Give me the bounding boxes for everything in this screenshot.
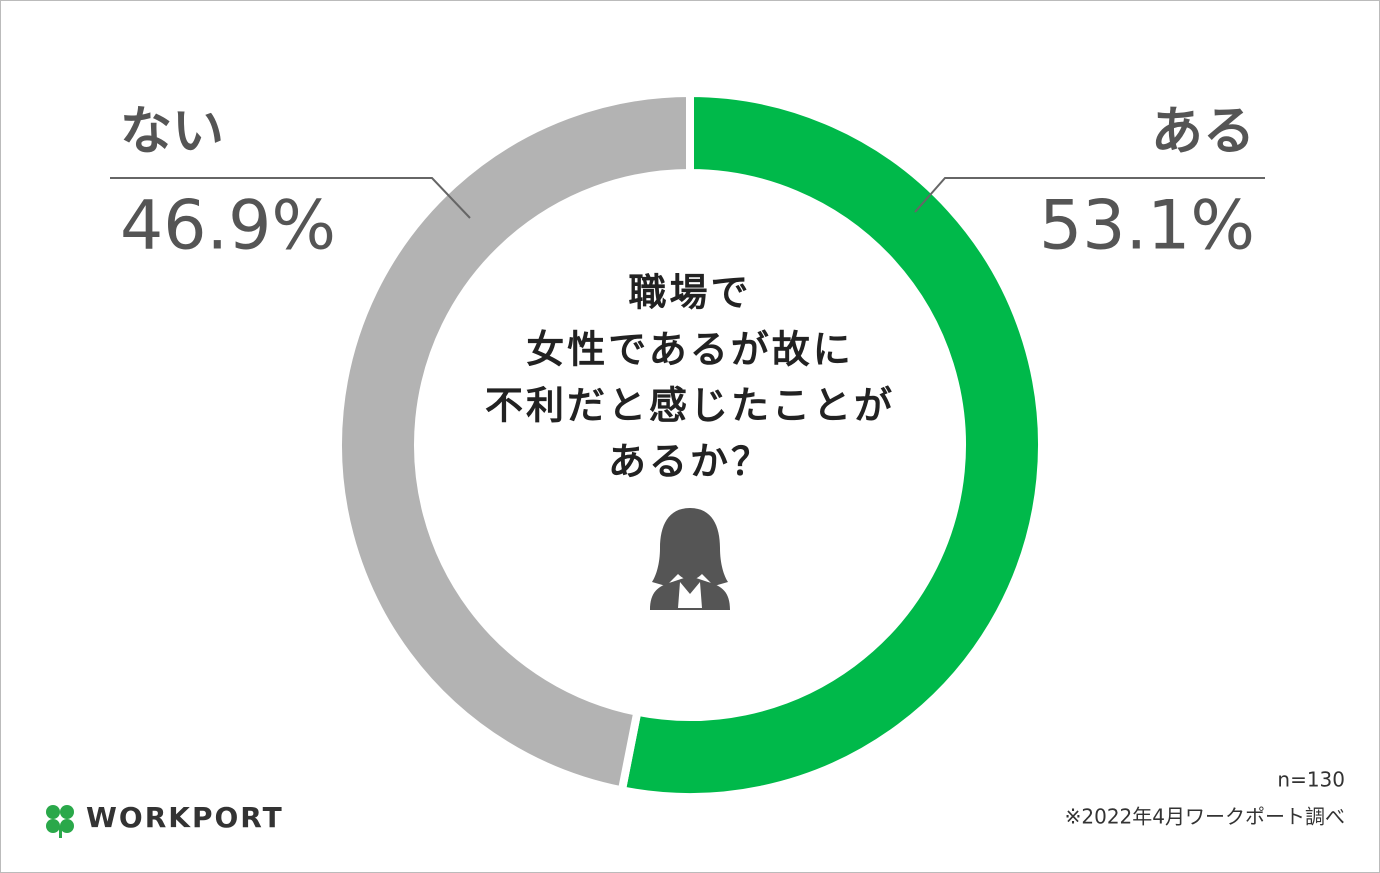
chart-title: 女性であるが故に <box>526 328 854 372</box>
person-icon <box>650 508 730 610</box>
source: ※2022年4月ワークポート調べ <box>1065 805 1345 829</box>
chart-title: 職場で <box>628 271 751 315</box>
logo-mark <box>46 805 74 838</box>
leader-line <box>914 177 1265 213</box>
category-label: ない <box>120 102 224 162</box>
donut-slice <box>617 88 1046 801</box>
donut-slice <box>334 88 694 796</box>
value-label: 46.9% <box>120 187 336 266</box>
chart-title: 不利だと感じたことが <box>485 384 895 428</box>
sample-size: n=130 <box>1277 768 1345 792</box>
logo: WORKPORT <box>86 801 284 834</box>
chart-title: あるか？ <box>608 440 772 484</box>
value-label: 53.1% <box>1039 187 1255 266</box>
category-label: ある <box>1151 102 1255 162</box>
leader-line <box>110 177 471 219</box>
